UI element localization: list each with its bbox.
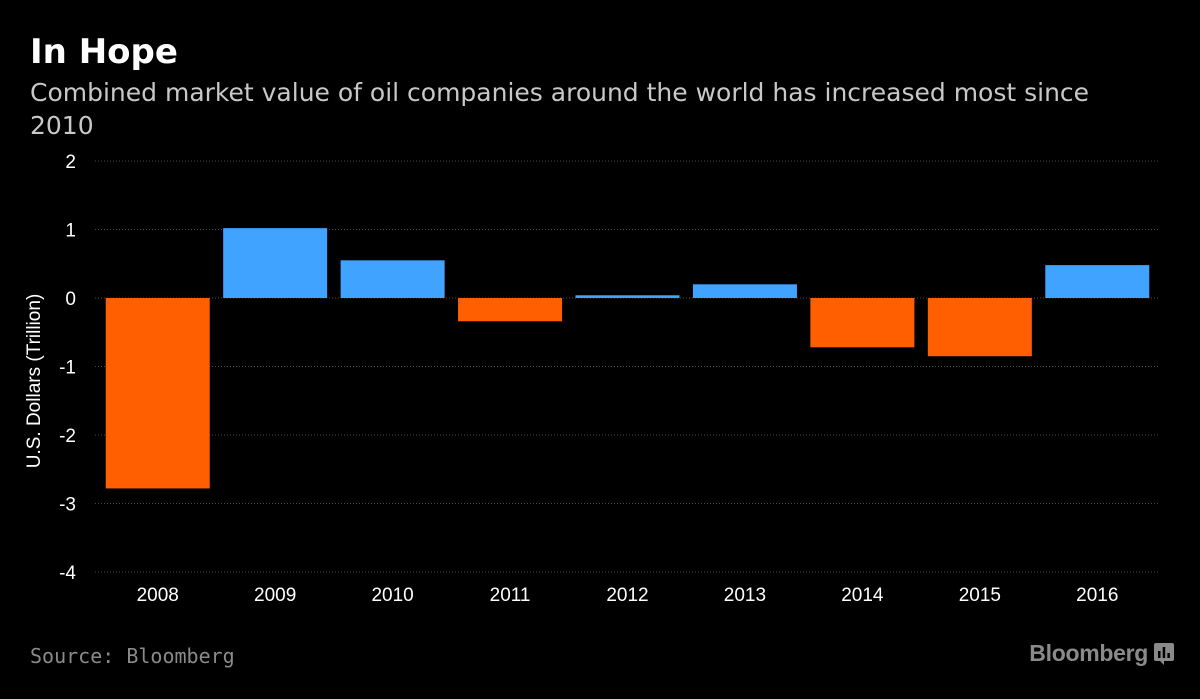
y-tick-label: -4	[59, 563, 76, 584]
y-tick-labels: 2 1 0 -1 -2 -3 -4	[59, 152, 76, 584]
x-tick-label: 2008	[137, 585, 179, 606]
source-note: Source: Bloomberg	[30, 644, 235, 668]
brand-name: Bloomberg	[1029, 640, 1148, 666]
bar-2012	[575, 295, 680, 298]
bar-2016	[1045, 265, 1150, 298]
x-tick-label: 2012	[606, 585, 648, 606]
y-tick-label: 0	[65, 289, 76, 310]
y-tick-label: 2	[65, 152, 76, 173]
x-tick-label: 2009	[254, 585, 296, 606]
x-tick-label: 2013	[724, 585, 766, 606]
gridlines	[95, 160, 1160, 573]
bar-2015	[927, 298, 1032, 357]
x-tick-label: 2015	[959, 585, 1001, 606]
y-tick-label: -3	[59, 495, 76, 516]
bars	[105, 228, 1150, 489]
x-tick-label: 2010	[371, 585, 413, 606]
bar-2009	[223, 228, 328, 298]
x-tick-label: 2014	[841, 585, 884, 606]
bar-2010	[340, 260, 445, 298]
y-tick-label: -2	[59, 426, 76, 447]
chart-subtitle: Combined market value of oil companies a…	[30, 78, 1090, 140]
y-axis-label: U.S. Dollars (Trillion)	[24, 294, 45, 469]
bar-2014	[810, 298, 915, 348]
y-tick-label: -1	[59, 358, 76, 379]
bar-2011	[458, 298, 563, 322]
bloomberg-chart-icon	[1154, 642, 1174, 665]
bar-2013	[692, 284, 797, 298]
x-tick-label: 2016	[1076, 585, 1118, 606]
x-tick-labels: 2008 2009 2010 2011 2012 2013 2014 2015 2016	[137, 585, 1119, 606]
bar-2008	[105, 298, 210, 489]
y-tick-label: 1	[65, 221, 76, 242]
bloomberg-logo: Bloomberg	[1029, 640, 1174, 667]
chart-title: In Hope	[30, 32, 178, 72]
x-tick-label: 2011	[490, 585, 531, 606]
